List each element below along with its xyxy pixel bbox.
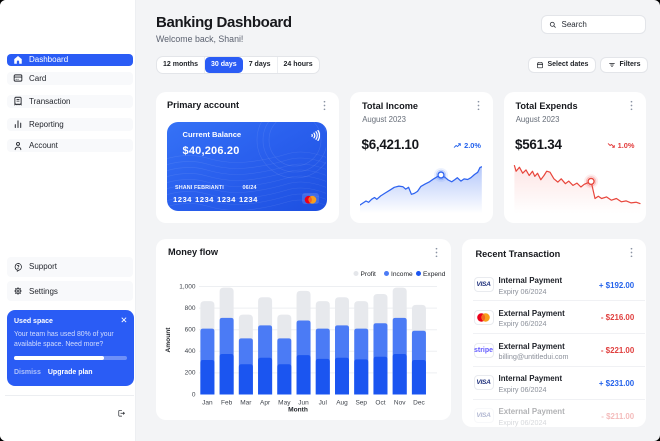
svg-text:Sep: Sep <box>355 399 367 406</box>
svg-text:Jun: Jun <box>298 399 309 406</box>
svg-text:Jan: Jan <box>202 399 213 406</box>
svg-text:Apr: Apr <box>260 399 271 406</box>
svg-text:Expend: Expend <box>423 270 445 277</box>
svg-text:Aug: Aug <box>336 399 348 406</box>
svg-text:Profit: Profit <box>361 270 377 277</box>
svg-text:Amount: Amount <box>165 326 172 352</box>
svg-text:May: May <box>278 399 291 406</box>
svg-text:600: 600 <box>185 326 196 333</box>
svg-text:Nov: Nov <box>394 399 406 406</box>
svg-text:Oct: Oct <box>375 399 385 406</box>
svg-text:Dec: Dec <box>413 399 425 406</box>
svg-text:1,000: 1,000 <box>179 283 196 290</box>
svg-text:800: 800 <box>185 304 196 311</box>
svg-text:400: 400 <box>185 348 196 355</box>
svg-text:Income: Income <box>391 270 413 277</box>
svg-text:Mar: Mar <box>240 399 252 406</box>
svg-text:0: 0 <box>192 391 196 398</box>
svg-text:Month: Month <box>288 406 308 413</box>
svg-text:200: 200 <box>185 369 196 376</box>
svg-text:Jul: Jul <box>319 399 328 406</box>
svg-text:Feb: Feb <box>221 399 233 406</box>
